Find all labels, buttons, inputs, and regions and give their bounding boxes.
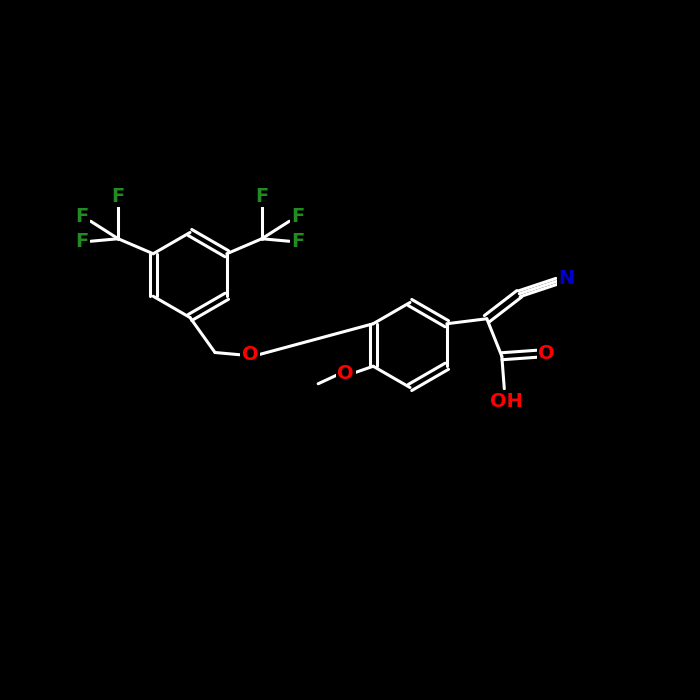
- Text: O: O: [538, 344, 555, 363]
- Text: F: F: [256, 187, 268, 206]
- Text: N: N: [559, 270, 575, 288]
- Text: O: O: [241, 346, 258, 365]
- Text: F: F: [76, 232, 89, 251]
- Text: F: F: [111, 187, 125, 206]
- Text: F: F: [76, 206, 89, 225]
- Text: F: F: [291, 206, 304, 225]
- Text: F: F: [291, 232, 304, 251]
- Text: OH: OH: [491, 392, 523, 411]
- Text: O: O: [337, 364, 354, 384]
